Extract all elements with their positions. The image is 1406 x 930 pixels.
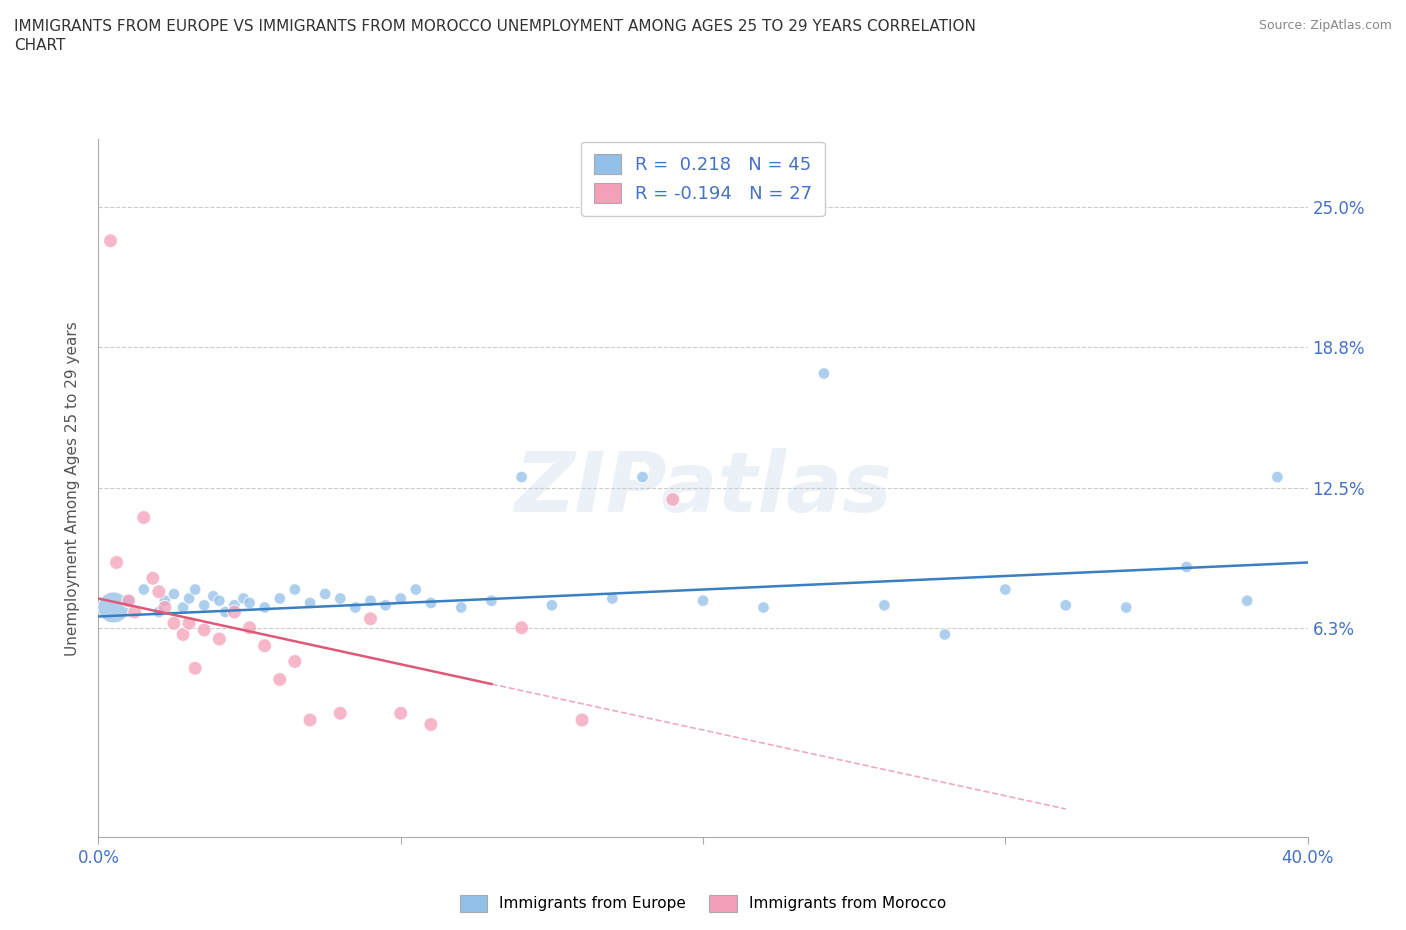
Point — [132, 582, 155, 597]
Point — [450, 600, 472, 615]
Point — [752, 600, 775, 615]
Point — [239, 620, 262, 635]
Point — [269, 672, 291, 687]
Point — [420, 717, 443, 732]
Point — [214, 604, 236, 619]
Point — [420, 595, 443, 610]
Point — [142, 571, 165, 586]
Point — [153, 593, 176, 608]
Point — [184, 582, 207, 597]
Point — [813, 366, 835, 381]
Point — [153, 600, 176, 615]
Point — [193, 622, 215, 637]
Point — [163, 616, 186, 631]
Point — [239, 595, 262, 610]
Point — [118, 593, 141, 608]
Text: IMMIGRANTS FROM EUROPE VS IMMIGRANTS FROM MOROCCO UNEMPLOYMENT AMONG AGES 25 TO : IMMIGRANTS FROM EUROPE VS IMMIGRANTS FRO… — [14, 19, 976, 53]
Point — [1054, 598, 1077, 613]
Point — [124, 604, 146, 619]
Legend: R =  0.218   N = 45, R = -0.194   N = 27: R = 0.218 N = 45, R = -0.194 N = 27 — [581, 141, 825, 216]
Point — [329, 591, 352, 606]
Point — [208, 593, 231, 608]
Point — [132, 510, 155, 525]
Legend: Immigrants from Europe, Immigrants from Morocco: Immigrants from Europe, Immigrants from … — [454, 889, 952, 918]
Point — [100, 233, 122, 248]
Point — [163, 587, 186, 602]
Point — [284, 654, 307, 669]
Point — [344, 600, 367, 615]
Point — [873, 598, 896, 613]
Point — [540, 598, 562, 613]
Point — [571, 712, 593, 727]
Point — [510, 620, 533, 635]
Point — [631, 470, 654, 485]
Point — [314, 587, 336, 602]
Point — [481, 593, 503, 608]
Point — [299, 712, 322, 727]
Text: Source: ZipAtlas.com: Source: ZipAtlas.com — [1258, 19, 1392, 32]
Point — [389, 706, 412, 721]
Text: ZIPatlas: ZIPatlas — [515, 447, 891, 529]
Point — [1175, 560, 1198, 575]
Point — [179, 616, 201, 631]
Point — [661, 492, 683, 507]
Point — [253, 638, 276, 653]
Point — [1236, 593, 1258, 608]
Point — [329, 706, 352, 721]
Point — [602, 591, 624, 606]
Point — [172, 600, 194, 615]
Point — [224, 604, 246, 619]
Point — [193, 598, 215, 613]
Point — [224, 598, 246, 613]
Point — [202, 589, 225, 604]
Point — [994, 582, 1017, 597]
Point — [148, 604, 170, 619]
Point — [934, 627, 956, 642]
Point — [510, 470, 533, 485]
Point — [179, 591, 201, 606]
Point — [103, 600, 125, 615]
Point — [232, 591, 254, 606]
Point — [1267, 470, 1289, 485]
Point — [374, 598, 396, 613]
Point — [118, 593, 141, 608]
Point — [1115, 600, 1137, 615]
Point — [269, 591, 291, 606]
Y-axis label: Unemployment Among Ages 25 to 29 years: Unemployment Among Ages 25 to 29 years — [65, 321, 80, 656]
Point — [253, 600, 276, 615]
Point — [389, 591, 412, 606]
Point — [284, 582, 307, 597]
Point — [148, 584, 170, 599]
Point — [360, 593, 382, 608]
Point — [360, 611, 382, 626]
Point — [692, 593, 714, 608]
Point — [105, 555, 128, 570]
Point — [299, 595, 322, 610]
Point — [405, 582, 427, 597]
Point — [184, 661, 207, 676]
Point — [172, 627, 194, 642]
Point — [208, 631, 231, 646]
